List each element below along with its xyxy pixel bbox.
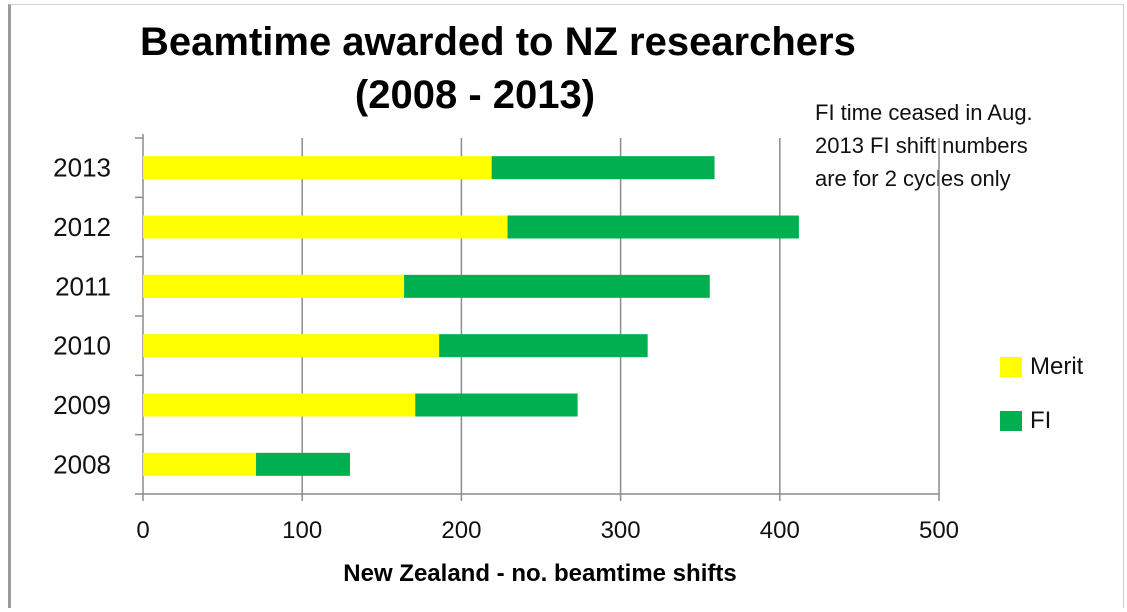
bar-fi-2009 [415, 393, 578, 417]
legend-item-fi: FI [1000, 394, 1083, 448]
legend-label-fi: FI [1030, 407, 1052, 434]
y-tick-label-2010: 2010 [53, 331, 111, 361]
y-tick-label-2008: 2008 [53, 449, 111, 479]
legend-label-merit: Merit [1030, 353, 1084, 380]
bar-merit-2011 [143, 274, 405, 298]
x-tick-label-300: 300 [601, 517, 641, 544]
bar-merit-2012 [143, 215, 508, 239]
x-tick-label-500: 500 [919, 517, 959, 544]
legend-item-merit: Merit [1000, 340, 1083, 394]
bar-fi-2011 [404, 274, 710, 298]
bar-merit-2008 [143, 452, 257, 476]
annotation-line-1: FI time ceased in Aug. [815, 100, 1033, 125]
legend-swatch-merit [1000, 357, 1022, 377]
x-tick-label-0: 0 [136, 517, 149, 544]
bar-fi-2012 [507, 215, 799, 239]
bar-fi-2008 [256, 452, 350, 476]
y-tick-label-2013: 2013 [53, 153, 111, 183]
y-tick-label-2012: 2012 [53, 212, 111, 242]
bar-fi-2010 [439, 334, 648, 358]
bar-fi-2013 [491, 156, 715, 180]
chart-title-line1: Beamtime awarded to NZ researchers [140, 20, 856, 64]
chart-frame [8, 4, 1124, 608]
chart-legend: Merit FI [1000, 340, 1083, 448]
x-tick-label-200: 200 [441, 517, 481, 544]
x-tick-label-400: 400 [760, 517, 800, 544]
bar-merit-2009 [143, 393, 416, 417]
chart-title-line2: (2008 - 2013) [354, 73, 596, 117]
chart-annotation: FI time ceased in Aug. 2013 FI shift num… [815, 96, 1115, 195]
y-tick-label-2009: 2009 [53, 390, 111, 420]
x-tick-label-100: 100 [282, 517, 322, 544]
x-axis-label: New Zealand - no. beamtime shifts [343, 560, 737, 587]
bar-merit-2013 [143, 156, 492, 180]
legend-swatch-fi [1000, 411, 1022, 431]
y-tick-label-2011: 2011 [55, 271, 111, 301]
annotation-line-2: 2013 FI shift numbers [815, 133, 1028, 158]
annotation-line-3: are for 2 cycles only [815, 166, 1011, 191]
bar-merit-2010 [143, 334, 440, 358]
